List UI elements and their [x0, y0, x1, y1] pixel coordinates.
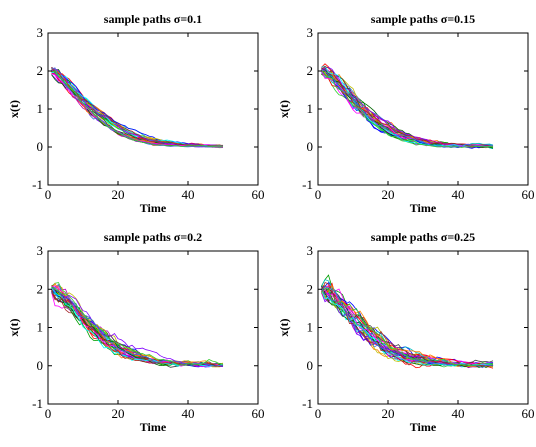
y-tick-label: 3 — [307, 25, 314, 40]
y-tick-label: 1 — [37, 101, 44, 116]
sample-path — [321, 287, 494, 366]
sample-path — [51, 287, 224, 367]
chart-title: sample paths σ=0.1 — [104, 12, 202, 26]
x-axis-label: Time — [410, 420, 437, 434]
sample-path — [321, 69, 494, 148]
x-tick-label: 0 — [315, 187, 322, 202]
x-tick-label: 40 — [452, 406, 465, 421]
y-axis-label: x(t) — [277, 100, 291, 118]
x-tick-label: 40 — [182, 187, 195, 202]
chart-title: sample paths σ=0.25 — [371, 230, 475, 244]
y-tick-label: -1 — [302, 177, 313, 192]
y-tick-label: 3 — [37, 25, 44, 40]
y-tick-label: 0 — [37, 358, 44, 373]
y-tick-label: 2 — [37, 281, 44, 296]
y-tick-label: 0 — [307, 358, 314, 373]
y-tick-label: 1 — [307, 320, 314, 335]
sample-paths — [51, 66, 224, 149]
y-tick-label: 0 — [37, 139, 44, 154]
plot-frame — [47, 32, 259, 186]
x-tick-label: 0 — [315, 406, 322, 421]
sample-path — [321, 66, 494, 147]
sample-path — [51, 286, 224, 366]
y-axis-label: x(t) — [7, 100, 21, 118]
y-tick-label: 1 — [37, 320, 44, 335]
y-tick-label: 2 — [37, 63, 44, 78]
y-tick-label: -1 — [32, 396, 43, 411]
x-tick-label: 60 — [252, 187, 265, 202]
plot-frame — [47, 250, 259, 405]
y-tick-label: 0 — [307, 139, 314, 154]
x-tick-label: 20 — [112, 187, 125, 202]
y-tick-label: -1 — [32, 177, 43, 192]
plot-frame — [317, 250, 529, 405]
y-tick-label: 2 — [307, 281, 314, 296]
y-axis-label: x(t) — [277, 319, 291, 337]
sample-path — [321, 284, 494, 368]
x-axis-label: Time — [140, 420, 167, 434]
sample-path — [51, 67, 224, 147]
y-tick-label: -1 — [302, 396, 313, 411]
sample-path — [51, 287, 224, 367]
sample-path — [51, 282, 224, 366]
sample-paths — [51, 282, 224, 368]
sample-path — [321, 285, 494, 368]
sample-paths — [321, 63, 494, 150]
x-tick-label: 60 — [522, 187, 535, 202]
chart-title: sample paths σ=0.15 — [371, 12, 475, 26]
y-tick-label: 3 — [37, 243, 44, 258]
x-tick-label: 20 — [382, 406, 395, 421]
x-axis-label: Time — [410, 201, 437, 215]
sample-path — [321, 287, 494, 366]
x-tick-label: 40 — [182, 406, 195, 421]
sample-path — [321, 70, 494, 148]
y-tick-label: 3 — [307, 243, 314, 258]
sample-path — [321, 290, 494, 367]
x-tick-label: 60 — [522, 406, 535, 421]
y-tick-label: 2 — [307, 63, 314, 78]
x-tick-label: 20 — [112, 406, 125, 421]
x-tick-label: 60 — [252, 406, 265, 421]
plot-frame — [317, 32, 529, 186]
sample-paths — [321, 274, 494, 369]
x-tick-label: 0 — [45, 187, 52, 202]
x-axis-label: Time — [140, 201, 167, 215]
sample-path — [321, 67, 494, 147]
sample-path — [51, 70, 224, 147]
sample-path — [321, 69, 494, 148]
x-tick-label: 0 — [45, 406, 52, 421]
y-tick-label: 1 — [307, 101, 314, 116]
x-tick-label: 20 — [382, 187, 395, 202]
y-axis-label: x(t) — [7, 319, 21, 337]
x-tick-label: 40 — [452, 187, 465, 202]
chart-title: sample paths σ=0.2 — [104, 230, 202, 244]
